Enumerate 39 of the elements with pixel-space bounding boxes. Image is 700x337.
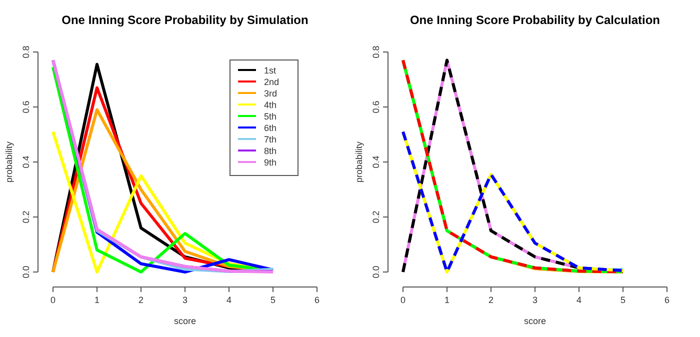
chart-title: One Inning Score Probability by Calculation xyxy=(410,13,660,27)
y-tick-label: 0.2 xyxy=(371,210,381,224)
legend-label: 5th xyxy=(264,112,277,122)
legend-label: 8th xyxy=(264,146,277,156)
legend-label: 1st xyxy=(264,66,277,76)
legend-label: 3rd xyxy=(264,88,278,98)
x-tick-label: 0 xyxy=(400,295,406,305)
y-tick-label: 0.6 xyxy=(21,100,31,114)
x-tick-label: 2 xyxy=(488,295,494,305)
x-tick-label: 5 xyxy=(620,295,626,305)
x-tick-label: 1 xyxy=(444,295,450,305)
x-tick-label: 5 xyxy=(270,295,276,305)
x-tick-label: 6 xyxy=(664,295,670,305)
x-axis-title: score xyxy=(174,316,196,326)
x-tick-label: 6 xyxy=(314,295,320,305)
y-axis-title: probability xyxy=(4,140,14,183)
x-tick-label: 2 xyxy=(138,295,144,305)
y-tick-label: 0.8 xyxy=(21,46,31,58)
y-tick-label: 0.0 xyxy=(371,266,381,278)
x-tick-label: 4 xyxy=(576,295,582,305)
legend-label: 7th xyxy=(264,134,277,144)
y-tick-label: 0.0 xyxy=(21,266,31,278)
x-tick-label: 0 xyxy=(50,295,56,305)
legend-label: 9th xyxy=(264,158,277,168)
legend-label: 6th xyxy=(264,123,277,133)
x-tick-label: 3 xyxy=(182,295,188,305)
y-axis-title: probability xyxy=(354,140,364,183)
x-tick-label: 4 xyxy=(226,295,232,305)
y-tick-label: 0.2 xyxy=(21,210,31,224)
y-tick-label: 0.6 xyxy=(371,100,381,114)
x-tick-label: 3 xyxy=(532,295,538,305)
legend-label: 2nd xyxy=(264,77,280,87)
y-tick-label: 0.8 xyxy=(371,46,381,58)
chart-title: One Inning Score Probability by Simulation xyxy=(62,13,308,27)
y-tick-label: 0.4 xyxy=(371,156,381,168)
y-tick-label: 0.4 xyxy=(21,156,31,168)
x-axis-title: score xyxy=(524,316,546,326)
legend-label: 4th xyxy=(264,100,277,110)
x-tick-label: 1 xyxy=(94,295,100,305)
